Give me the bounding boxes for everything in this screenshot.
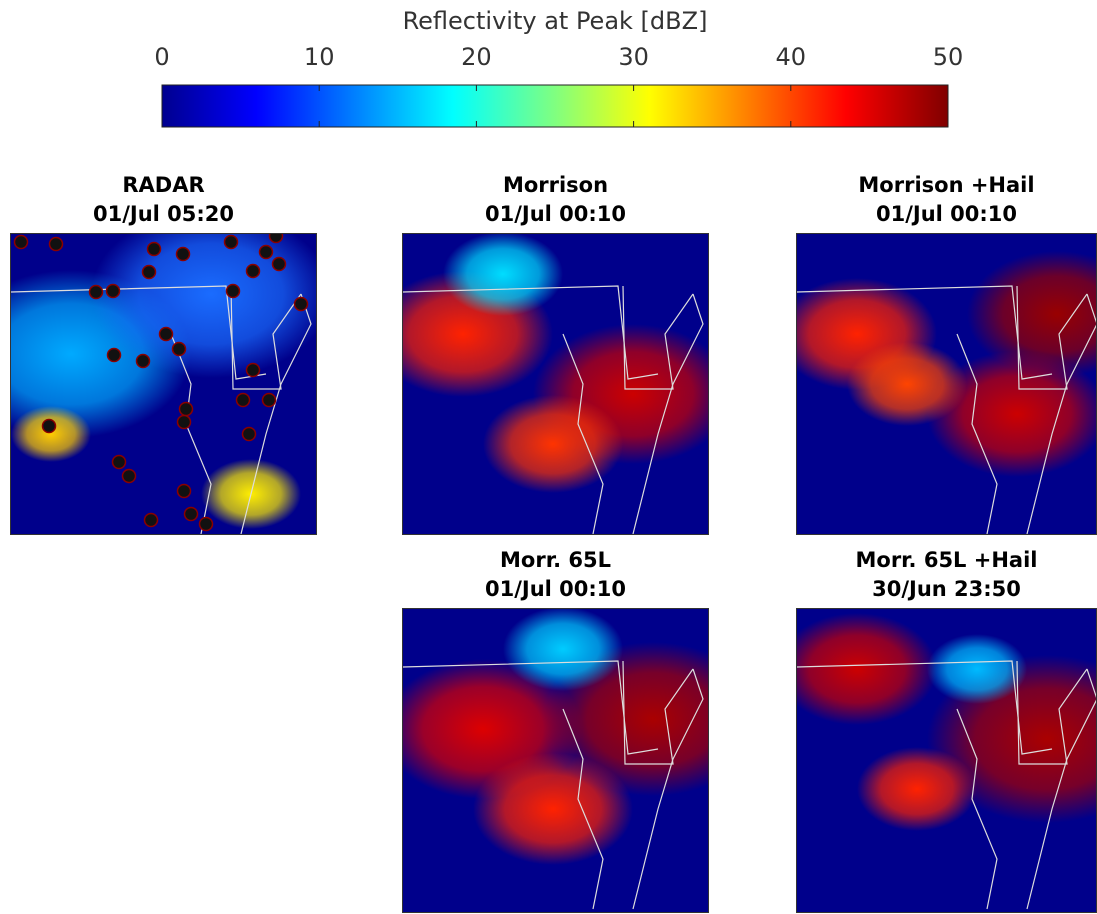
radar-site <box>90 286 103 299</box>
colorbar <box>162 85 948 127</box>
echo-area <box>847 342 967 426</box>
radar-site <box>107 285 120 298</box>
figure: Reflectivity at Peak [dBZ] 0 10 20 30 40 50 R… <box>0 0 1097 914</box>
panel-title: Morrison <box>376 171 736 200</box>
map-panel <box>796 233 1097 535</box>
radar-site <box>160 328 173 341</box>
tick-label: 40 <box>776 43 807 71</box>
radar-site <box>180 403 193 416</box>
radar-site <box>108 349 121 362</box>
radar-site <box>173 343 186 356</box>
radar-site <box>113 456 126 469</box>
panel-time: 01/Jul 00:10 <box>767 200 1097 229</box>
map-panel <box>402 608 709 913</box>
tick-label: 0 <box>154 43 169 71</box>
radar-site <box>178 485 191 498</box>
echo-area <box>857 747 977 831</box>
radar-site <box>137 355 150 368</box>
echo-area <box>11 406 91 462</box>
map <box>797 609 1097 913</box>
map <box>11 234 317 535</box>
map-panel <box>402 233 709 535</box>
radar-site <box>50 238 63 251</box>
radar-site <box>148 243 161 256</box>
echo-area <box>473 753 633 865</box>
map <box>403 609 709 913</box>
radar-site <box>145 514 158 527</box>
panel-title: Morr. 65L <box>376 546 736 575</box>
colorbar-label: Reflectivity at Peak [dBZ] <box>403 7 708 35</box>
radar-site <box>237 394 250 407</box>
radar-site <box>227 285 240 298</box>
radar-site <box>200 518 213 531</box>
map <box>797 234 1097 535</box>
panel-title: Morr. 65L +Hail <box>767 546 1097 575</box>
panel-time: 01/Jul 00:10 <box>376 575 736 604</box>
echo-area <box>797 613 937 725</box>
tick-label: 20 <box>461 43 492 71</box>
radar-site <box>178 416 191 429</box>
radar-site <box>273 258 286 271</box>
panel-title: RADAR <box>0 171 344 200</box>
map-panel <box>10 233 317 535</box>
echo-area <box>927 634 1027 704</box>
radar-site <box>295 298 308 311</box>
tick-label: 30 <box>618 43 649 71</box>
panel-time: 01/Jul 05:20 <box>0 200 344 229</box>
tick-label: 50 <box>933 43 964 71</box>
radar-site <box>185 508 198 521</box>
panel-time: 30/Jun 23:50 <box>767 575 1097 604</box>
radar-site <box>143 266 156 279</box>
tick-label: 10 <box>304 43 335 71</box>
echo-area <box>503 609 623 691</box>
radar-site <box>247 265 260 278</box>
map-panel <box>796 608 1097 913</box>
echo-area <box>483 395 623 493</box>
radar-site <box>243 428 256 441</box>
radar-site <box>43 420 56 433</box>
radar-site <box>247 364 260 377</box>
radar-site <box>177 248 190 261</box>
colorbar-area: Reflectivity at Peak [dBZ] 0 10 20 30 40 50 <box>0 0 1097 140</box>
echo-area <box>443 234 563 316</box>
map <box>403 234 709 535</box>
radar-site <box>270 234 283 243</box>
radar-site <box>123 470 136 483</box>
radar-site <box>15 236 28 249</box>
radar-site <box>225 236 238 249</box>
panel-title: Morrison +Hail <box>767 171 1097 200</box>
radar-site <box>263 394 276 407</box>
panel-time: 01/Jul 00:10 <box>376 200 736 229</box>
radar-site <box>260 246 273 259</box>
